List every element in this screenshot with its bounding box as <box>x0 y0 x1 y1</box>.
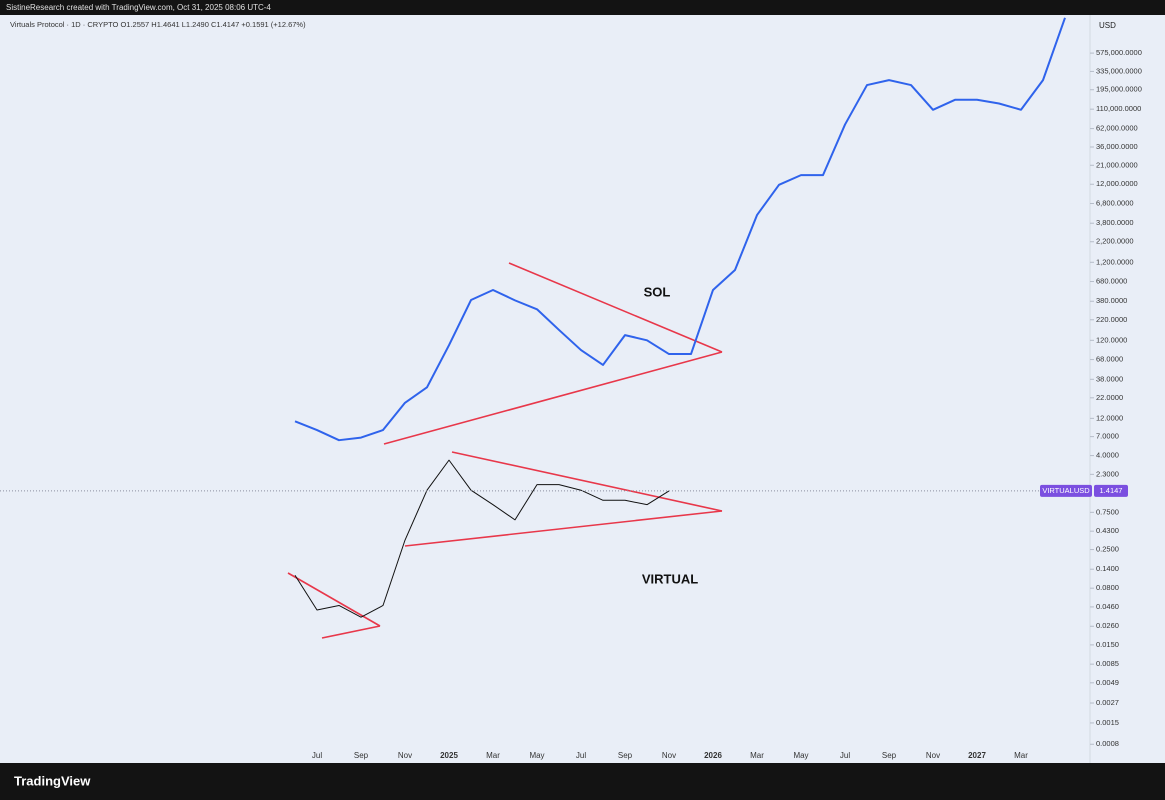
y-tick-label: 6,800.0000 <box>1096 198 1134 207</box>
y-tick-label: 680.0000 <box>1096 277 1127 286</box>
y-tick-label: 62,000.0000 <box>1096 124 1138 133</box>
x-tick-label: Mar <box>1014 751 1028 760</box>
symbol-tag-text: VIRTUALUSD <box>1042 486 1090 495</box>
y-tick-label: 36,000.0000 <box>1096 142 1138 151</box>
y-tick-label: 120.0000 <box>1096 335 1127 344</box>
annotation: VIRTUAL <box>642 571 698 586</box>
trendline <box>287 572 381 627</box>
y-tick-label: 0.0015 <box>1096 718 1119 727</box>
y-tick-label: 0.0049 <box>1096 678 1119 687</box>
trendline <box>404 510 723 547</box>
y-tick-label: 1,200.0000 <box>1096 257 1134 266</box>
series-line <box>294 17 1066 442</box>
trendline <box>383 351 723 445</box>
currency: USD <box>1099 21 1116 30</box>
x-tick-label: May <box>529 751 544 760</box>
x-tick-label: 2025 <box>440 751 458 760</box>
y-tick-label: 21,000.0000 <box>1096 160 1138 169</box>
symbol-tag <box>1040 484 1092 497</box>
header: SistineResearch created with TradingView… <box>6 3 271 12</box>
x-tick-label: Mar <box>750 751 764 760</box>
y-tick-label: 195,000.0000 <box>1096 85 1142 94</box>
y-tick-label: 0.0800 <box>1096 583 1119 592</box>
y-tick-label: 335,000.0000 <box>1096 66 1142 75</box>
y-tick-label: 3,800.0000 <box>1096 218 1134 227</box>
y-tick-label: 0.0460 <box>1096 602 1119 611</box>
x-tick-label: Sep <box>882 751 897 760</box>
x-tick-label: Sep <box>618 751 633 760</box>
y-tick-label: 0.0150 <box>1096 640 1119 649</box>
trendline <box>508 262 723 353</box>
plot-area <box>0 15 1165 763</box>
trendline <box>321 625 381 639</box>
y-tick-label: 2.3000 <box>1096 469 1119 478</box>
y-tick-label: 0.0027 <box>1096 698 1119 707</box>
y-tick-label: 0.2500 <box>1096 545 1119 554</box>
y-tick-label: 380.0000 <box>1096 296 1127 305</box>
x-tick-label: 2027 <box>968 751 986 760</box>
brand: TradingView <box>14 773 91 788</box>
x-tick-label: Jul <box>312 751 322 760</box>
x-tick-label: Mar <box>486 751 500 760</box>
x-tick-label: Nov <box>398 751 412 760</box>
y-tick-label: 0.0008 <box>1096 739 1119 748</box>
y-tick-label: 12.0000 <box>1096 413 1123 422</box>
y-tick-label: 68.0000 <box>1096 355 1123 364</box>
x-tick-label: Nov <box>926 751 940 760</box>
y-tick-label: 12,000.0000 <box>1096 179 1138 188</box>
x-tick-label: Nov <box>662 751 676 760</box>
y-tick-label: 38.0000 <box>1096 374 1123 383</box>
x-tick-label: Sep <box>354 751 369 760</box>
symbol-legend: Virtuals Protocol · 1D · CRYPTO O1.2557 … <box>10 20 306 29</box>
y-tick-label: 0.7500 <box>1096 507 1119 516</box>
y-tick-label: 4.0000 <box>1096 451 1119 460</box>
y-tick-label: 0.0260 <box>1096 621 1119 630</box>
y-tick-label: 0.1400 <box>1096 564 1119 573</box>
annotation: SOL <box>644 284 671 299</box>
y-tick-label: 22.0000 <box>1096 393 1123 402</box>
x-tick-label: Jul <box>840 751 850 760</box>
series-line <box>294 459 670 618</box>
y-tick-label: 2,200.0000 <box>1096 237 1134 246</box>
y-tick-label: 0.4300 <box>1096 526 1119 535</box>
y-tick-label: 0.0085 <box>1096 659 1119 668</box>
y-tick-label: 7.0000 <box>1096 432 1119 441</box>
x-tick-label: 2026 <box>704 751 722 760</box>
x-tick-label: May <box>793 751 808 760</box>
x-tick-label: Jul <box>576 751 586 760</box>
price-tag-text: 1.4147 <box>1100 486 1123 495</box>
price-tag <box>1094 484 1128 497</box>
y-tick-label: 220.0000 <box>1096 315 1127 324</box>
y-tick-label: 575,000.0000 <box>1096 48 1142 57</box>
y-tick-label: 110,000.0000 <box>1096 104 1141 113</box>
trendline <box>451 451 723 512</box>
